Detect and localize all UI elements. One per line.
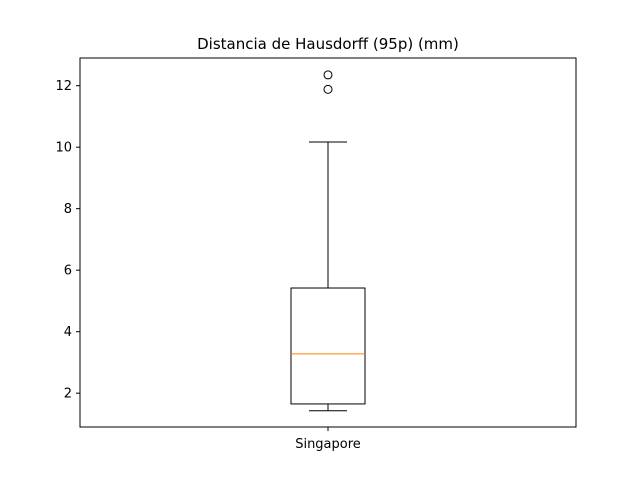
- chart-title: Distancia de Hausdorff (95p) (mm): [197, 35, 459, 53]
- y-tick-label-2: 2: [64, 387, 72, 402]
- y-tick-label-8: 8: [64, 202, 72, 217]
- plot-area: 2 4 6 8 10 12 Singapore: [55, 57, 577, 452]
- y-tick-label-10: 10: [55, 141, 72, 156]
- y-tick-label-4: 4: [64, 325, 72, 340]
- y-tick-label-6: 6: [64, 264, 72, 279]
- x-tick-label-0: Singapore: [295, 437, 361, 452]
- box-iqr-0: [290, 287, 366, 405]
- axes-frame: [79, 57, 577, 428]
- outlier-point-0-0: [323, 84, 333, 94]
- outlier-point-0-1: [323, 70, 333, 80]
- y-tick-label-12: 12: [55, 79, 72, 94]
